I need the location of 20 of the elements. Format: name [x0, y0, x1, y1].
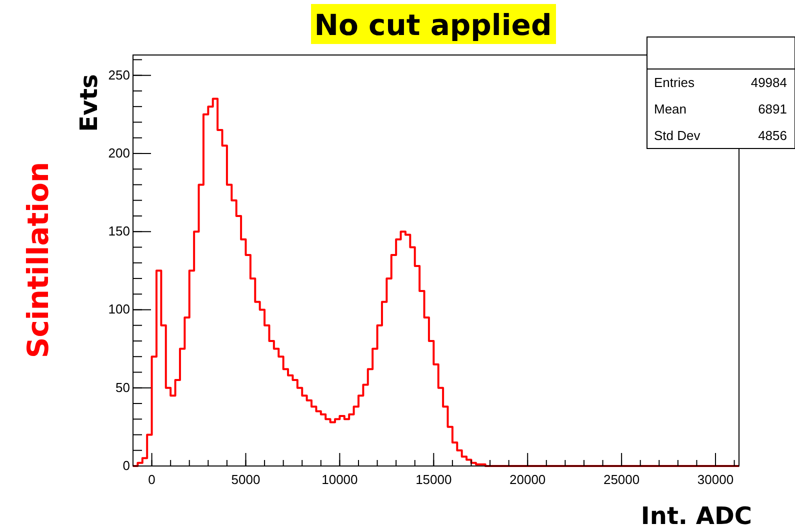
y-tick-label: 50	[116, 380, 130, 395]
y-tick-label: 100	[108, 302, 130, 317]
x-tick-label: 30000	[697, 472, 734, 487]
stats-box: Entries 49984 Mean 6891 Std Dev 4856	[646, 36, 795, 149]
x-tick-label: 5000	[231, 472, 260, 487]
annotation: Mean	[654, 102, 687, 116]
y-tick-label: 0	[122, 458, 130, 473]
y-tick-label: 250	[108, 67, 130, 82]
x-axis-title: Int. ADC	[640, 502, 752, 526]
x-tick-label: 10000	[322, 472, 358, 487]
annotation: Entries	[654, 75, 695, 90]
x-tick-label: 25000	[603, 472, 640, 487]
text: Scintillation	[21, 162, 55, 358]
x-tick-label: 0	[148, 472, 156, 487]
y-axis-title: Evts	[75, 74, 103, 132]
y-tick-label: 150	[108, 224, 130, 239]
annotation: Std Dev	[654, 128, 701, 143]
y-tick-label: 200	[108, 145, 130, 160]
x-tick-label: 15000	[416, 472, 452, 487]
x-tick-label: 20000	[510, 472, 546, 487]
